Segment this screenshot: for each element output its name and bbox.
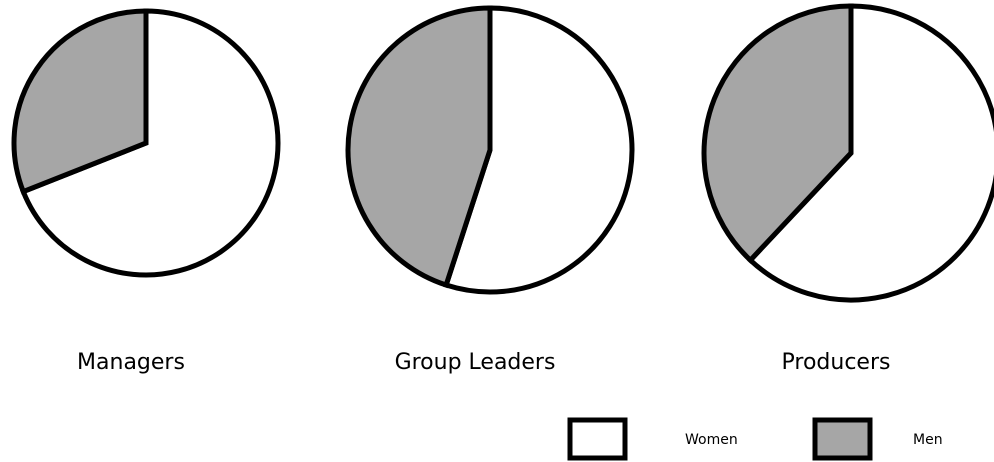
pie-slice xyxy=(20,8,281,278)
chart-title: Producers xyxy=(782,350,891,375)
legend-swatch xyxy=(567,417,628,461)
pie-slice xyxy=(701,3,854,264)
legend-swatch xyxy=(812,417,873,461)
legend-label: Men xyxy=(913,432,943,448)
pie-slice xyxy=(345,5,493,289)
legend-label: Women xyxy=(685,432,738,448)
pie-slice xyxy=(442,5,635,295)
pie-slice xyxy=(746,3,994,303)
pie-slice xyxy=(11,8,149,195)
chart-title: Managers xyxy=(77,350,185,375)
chart-title: Group Leaders xyxy=(395,350,556,375)
